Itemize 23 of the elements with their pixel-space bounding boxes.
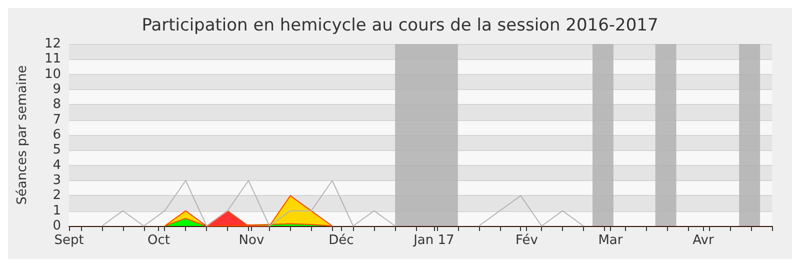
y-tick-label: 4 — [52, 158, 61, 173]
y-tick-label: 2 — [52, 188, 61, 204]
x-tick-label: Sept — [54, 233, 84, 248]
x-tick-label: Avr — [692, 233, 714, 248]
y-tick-label: 12 — [44, 36, 61, 52]
x-tick-label: Oct — [148, 233, 170, 248]
y-tick-label: 10 — [44, 66, 61, 82]
y-axis-title: Séances par semaine — [15, 65, 30, 205]
y-tick-label: 0 — [52, 218, 61, 234]
y-tick-label: 9 — [52, 82, 61, 97]
x-tick-label: Mar — [598, 233, 624, 248]
y-tick-label: 5 — [52, 142, 61, 158]
y-tick-label: 8 — [52, 97, 61, 112]
x-tick-label: Déc — [328, 233, 354, 248]
x-tick-label: Jan 17 — [412, 233, 454, 248]
x-tick-label: Nov — [238, 233, 264, 248]
y-tick-label: 7 — [52, 112, 61, 128]
x-tick-label: Fév — [515, 233, 538, 248]
y-tick-label: 3 — [52, 173, 61, 188]
y-tick-label: 1 — [52, 203, 61, 218]
chart-title: Participation en hemicycle au cours de la session 2016-2017 — [142, 16, 658, 36]
y-tick-label: 11 — [44, 52, 61, 67]
y-tick-label: 6 — [52, 128, 61, 142]
